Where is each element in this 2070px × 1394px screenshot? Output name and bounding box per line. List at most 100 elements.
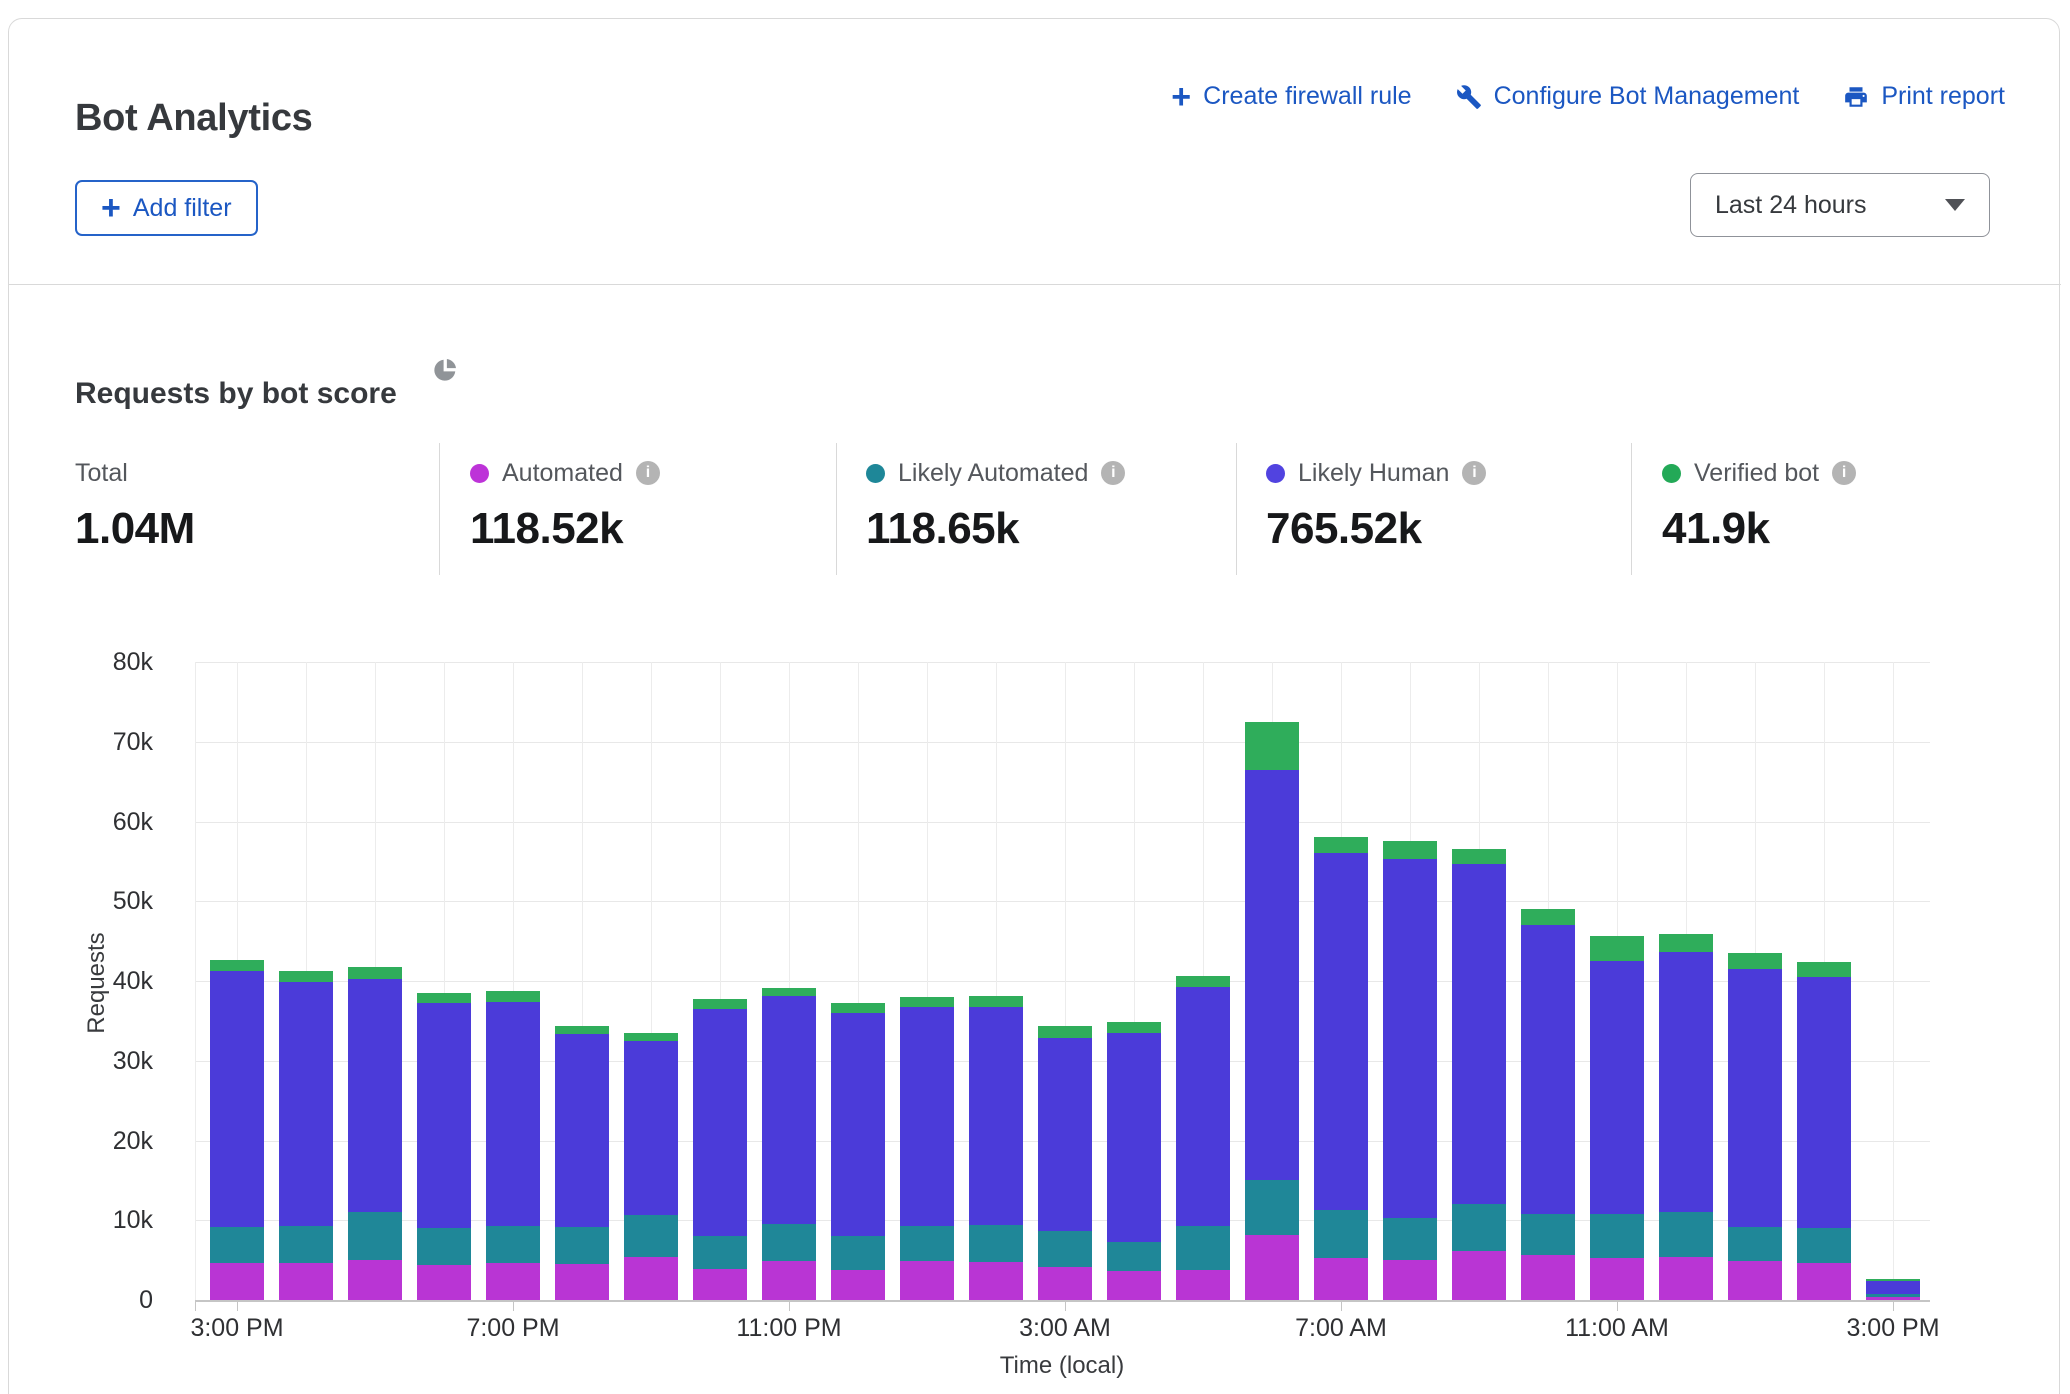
segment-automated bbox=[969, 1262, 1023, 1300]
pie-chart-icon bbox=[431, 356, 459, 389]
stat-automated: Automated 118.52k bbox=[470, 458, 660, 554]
time-range-select[interactable]: Last 24 hours bbox=[1690, 173, 1990, 237]
likely-human-legend-dot bbox=[1266, 464, 1285, 483]
segment-verified-bot bbox=[1314, 837, 1368, 853]
segment-automated bbox=[486, 1263, 540, 1300]
bar-4-00-pm bbox=[279, 971, 333, 1300]
configure-bot-management-link[interactable]: Configure Bot Management bbox=[1456, 82, 1800, 111]
segment-likely-human bbox=[1452, 864, 1506, 1204]
segment-verified-bot bbox=[1659, 934, 1713, 952]
segment-verified-bot bbox=[831, 1003, 885, 1013]
segment-automated bbox=[1176, 1270, 1230, 1300]
segment-automated bbox=[210, 1263, 264, 1300]
segment-verified-bot bbox=[1038, 1026, 1092, 1038]
x-tick-mark bbox=[237, 1302, 238, 1311]
segment-likely-human bbox=[348, 979, 402, 1212]
segment-automated bbox=[1452, 1251, 1506, 1300]
segment-likely-automated bbox=[1659, 1212, 1713, 1257]
segment-likely-automated bbox=[1245, 1180, 1299, 1234]
segment-automated bbox=[1383, 1260, 1437, 1300]
y-tick-label: 20k bbox=[35, 1126, 153, 1156]
segment-verified-bot bbox=[1383, 841, 1437, 859]
stat-verified-bot: Verified bot 41.9k bbox=[1662, 458, 1856, 554]
create-firewall-rule-link[interactable]: + Create firewall rule bbox=[1171, 82, 1411, 111]
x-tick-mark bbox=[513, 1302, 514, 1311]
segment-likely-human bbox=[1176, 987, 1230, 1225]
add-filter-button[interactable]: + Add filter bbox=[75, 180, 258, 236]
bar-10-00-am bbox=[1521, 909, 1575, 1300]
segment-likely-automated bbox=[969, 1225, 1023, 1262]
v-gridline bbox=[1893, 662, 1894, 1300]
segment-verified-bot bbox=[210, 960, 264, 970]
segment-likely-human bbox=[693, 1009, 747, 1236]
x-tick-label: 3:00 AM bbox=[985, 1314, 1145, 1343]
y-tick-label: 70k bbox=[35, 727, 153, 757]
bar-1-00-pm bbox=[1728, 953, 1782, 1300]
segment-likely-human bbox=[900, 1007, 954, 1226]
segment-automated bbox=[555, 1264, 609, 1300]
v-gridline bbox=[195, 662, 196, 1300]
segment-likely-human bbox=[762, 996, 816, 1224]
segment-likely-automated bbox=[348, 1212, 402, 1260]
segment-automated bbox=[1590, 1258, 1644, 1300]
action-label: Configure Bot Management bbox=[1494, 82, 1800, 111]
segment-likely-human bbox=[1107, 1033, 1161, 1242]
bar-9-00-am bbox=[1452, 849, 1506, 1300]
wrench-icon bbox=[1456, 84, 1482, 110]
page-title: Bot Analytics bbox=[75, 97, 313, 140]
segment-likely-automated bbox=[1176, 1226, 1230, 1270]
segment-automated bbox=[1521, 1255, 1575, 1300]
segment-verified-bot bbox=[762, 988, 816, 996]
segment-likely-automated bbox=[1521, 1214, 1575, 1255]
segment-likely-automated bbox=[900, 1226, 954, 1261]
segment-verified-bot bbox=[1107, 1022, 1161, 1032]
info-icon[interactable] bbox=[636, 461, 660, 485]
h-gridline bbox=[195, 742, 1930, 743]
segment-likely-human bbox=[279, 982, 333, 1226]
info-icon[interactable] bbox=[1462, 461, 1486, 485]
segment-automated bbox=[1107, 1271, 1161, 1301]
y-tick-label: 10k bbox=[35, 1205, 153, 1235]
segment-verified-bot bbox=[1245, 722, 1299, 770]
stat-likely-automated: Likely Automated 118.65k bbox=[866, 458, 1125, 554]
bar-2-00-am bbox=[969, 996, 1023, 1300]
action-label: Create firewall rule bbox=[1203, 82, 1411, 111]
segment-automated bbox=[1866, 1297, 1920, 1300]
bar-5-00-pm bbox=[348, 967, 402, 1300]
bar-8-00-am bbox=[1383, 841, 1437, 1300]
segment-likely-automated bbox=[1038, 1231, 1092, 1267]
bar-11-00-am bbox=[1590, 936, 1644, 1300]
print-report-link[interactable]: Print report bbox=[1843, 82, 2005, 111]
bar-6-00-am bbox=[1245, 722, 1299, 1300]
info-icon[interactable] bbox=[1101, 461, 1125, 485]
segment-verified-bot bbox=[486, 991, 540, 1002]
y-tick-label: 0 bbox=[35, 1285, 153, 1315]
segment-automated bbox=[1728, 1261, 1782, 1300]
bar-6-00-pm bbox=[417, 993, 471, 1300]
stat-value: 1.04M bbox=[75, 504, 195, 554]
stat-label: Automated bbox=[502, 459, 623, 488]
segment-likely-human bbox=[969, 1007, 1023, 1226]
stat-divider bbox=[836, 443, 837, 575]
x-tick-label: 3:00 PM bbox=[1813, 1314, 1973, 1343]
segment-likely-automated bbox=[1107, 1242, 1161, 1271]
segment-likely-automated bbox=[1866, 1294, 1920, 1296]
segment-likely-human bbox=[1866, 1281, 1920, 1295]
segment-likely-automated bbox=[1314, 1210, 1368, 1258]
info-icon[interactable] bbox=[1832, 461, 1856, 485]
header-actions: + Create firewall rule Configure Bot Man… bbox=[1171, 82, 2005, 111]
segment-likely-automated bbox=[417, 1228, 471, 1265]
segment-verified-bot bbox=[900, 997, 954, 1007]
segment-automated bbox=[1245, 1235, 1299, 1300]
stat-divider bbox=[1631, 443, 1632, 575]
y-axis-title: Requests bbox=[82, 853, 112, 1113]
x-tick-mark bbox=[1617, 1302, 1618, 1311]
segment-likely-human bbox=[1521, 925, 1575, 1214]
automated-legend-dot bbox=[470, 464, 489, 483]
printer-icon bbox=[1843, 84, 1869, 110]
stat-label: Likely Automated bbox=[898, 459, 1088, 488]
segment-likely-human bbox=[831, 1013, 885, 1236]
x-tick-mark bbox=[1065, 1302, 1066, 1311]
plus-icon: + bbox=[101, 198, 121, 218]
bar-11-00-pm bbox=[762, 988, 816, 1300]
